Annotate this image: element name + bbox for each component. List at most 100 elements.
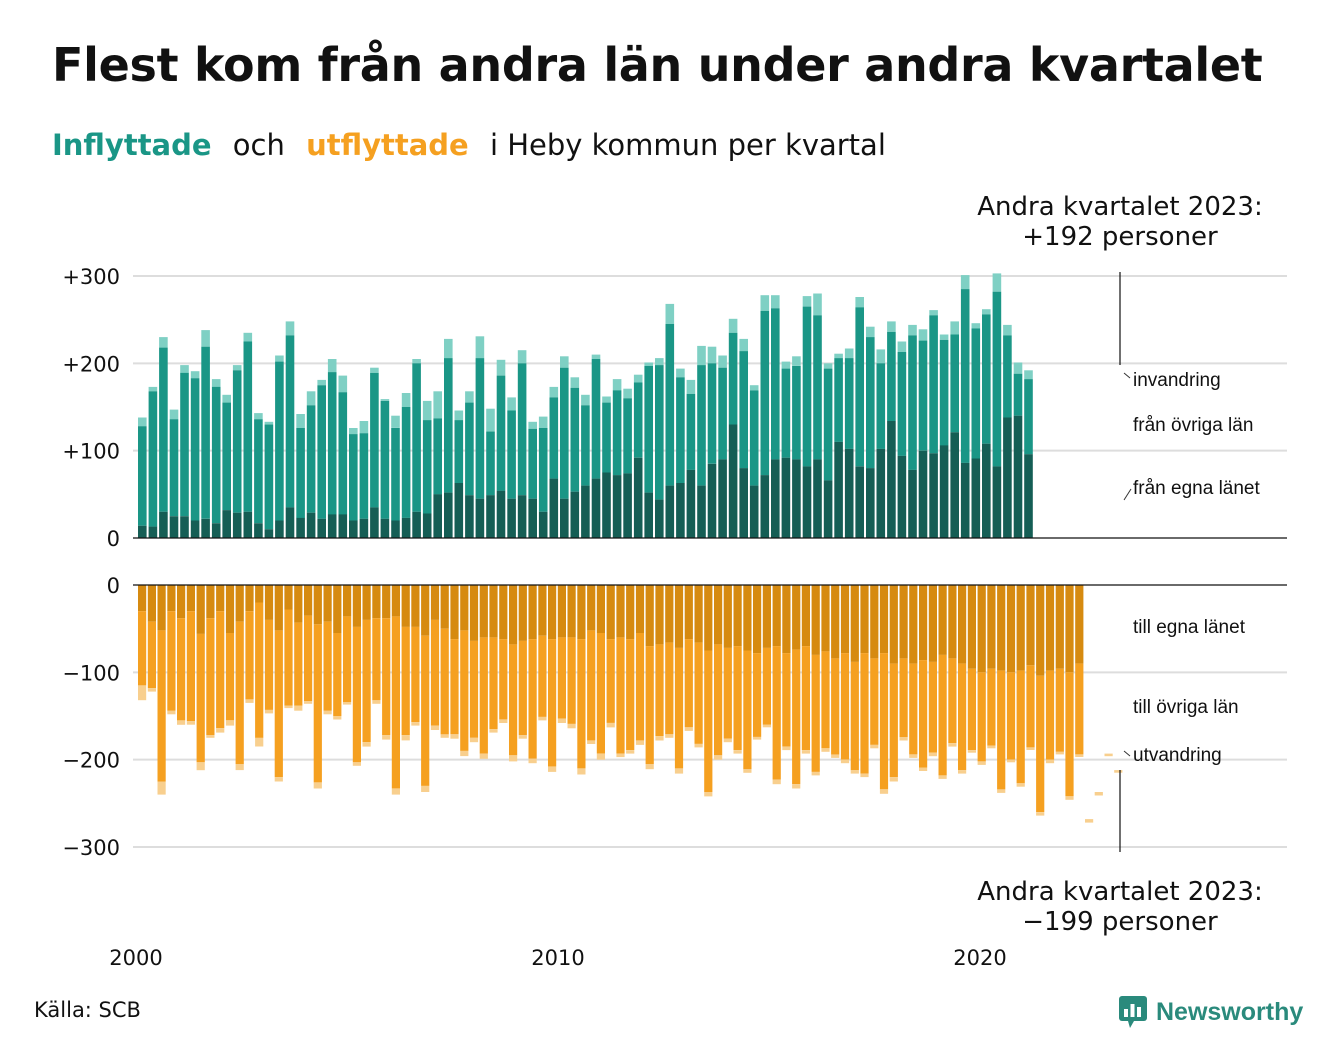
bar-out-emigration (811, 771, 820, 776)
label-from-own-county: från egna länet (1133, 478, 1260, 499)
leader-own-county (1123, 488, 1132, 501)
bar-out-own-county (401, 585, 410, 627)
bar-out-own-county (313, 585, 322, 625)
bar-in-immigration (180, 365, 189, 373)
bar-in-own-county (760, 475, 770, 538)
axes (133, 272, 1287, 852)
bar-in-other-county (823, 368, 833, 481)
bar-in-other-county (159, 347, 168, 512)
bar-out-other-county (264, 619, 274, 710)
bar-out-emigration (235, 764, 244, 771)
bar-in-immigration (232, 365, 242, 371)
bar-in-immigration (517, 350, 527, 364)
bar-in-immigration (950, 321, 959, 335)
bar-out-emigration (928, 752, 937, 757)
bar-in-own-county (960, 462, 970, 538)
bar-in-immigration (749, 385, 759, 391)
bar-in-immigration (665, 303, 675, 324)
bar-in-other-county (180, 372, 189, 517)
bar-in-immigration (317, 379, 326, 386)
bar-out-own-county (577, 585, 586, 640)
bar-out-own-county (1036, 585, 1045, 676)
bar-out-other-county (831, 658, 840, 755)
bar-out-own-county (382, 585, 391, 619)
bar-out-other-county (216, 611, 225, 729)
bar-out-other-county (674, 647, 684, 769)
bar-in-own-county (190, 520, 200, 538)
bar-in-immigration (370, 367, 379, 373)
bar-in-immigration (359, 421, 369, 434)
bar-out-other-county (626, 639, 635, 750)
bar-in-other-county (728, 332, 738, 425)
bar-in-other-county (665, 324, 675, 486)
bar-in-other-county (412, 363, 421, 512)
bar-in-immigration (982, 309, 991, 315)
bar-out-other-county (235, 621, 244, 765)
bar-in-immigration (528, 421, 537, 429)
bar-in-own-county (338, 514, 348, 538)
bar-out-other-county (225, 633, 235, 721)
bar-in-own-county (528, 498, 537, 538)
bar-out-own-county (743, 585, 752, 651)
newsworthy-icon (1119, 996, 1147, 1028)
bar-out-other-county (284, 609, 293, 706)
bar-out-emigration (157, 781, 166, 795)
bar-out-own-county (723, 585, 732, 648)
bar-out-emigration (509, 755, 518, 762)
chart-labels: +300 +200 +100 0 0 −100 −200 −300 2000 2010 2020 An… (62, 192, 1262, 970)
bar-in-other-county (1013, 373, 1023, 416)
bar-in-immigration (570, 377, 580, 388)
bar-out-other-county (548, 639, 557, 767)
bar-out-other-county (469, 640, 479, 738)
bar-out-emigration (1045, 759, 1055, 764)
bar-out-other-county (479, 637, 488, 754)
bar-in-immigration (718, 355, 727, 368)
bar-out-other-county (596, 633, 605, 754)
bar-out-other-county (382, 618, 391, 736)
bar-out-emigration (850, 770, 859, 774)
y-tick-label-bottom: −300 (62, 836, 120, 860)
bar-out-other-county (977, 672, 986, 762)
bar-out-other-county (606, 639, 615, 723)
bar-in-other-county (475, 358, 485, 499)
y-tick-label-top: +300 (62, 265, 120, 289)
bar-out-own-county (274, 585, 283, 631)
bar-in-own-county (1013, 415, 1023, 538)
bar-out-other-county (928, 661, 937, 753)
bar-in-immigration (496, 359, 506, 376)
bar-in-immigration (992, 273, 1002, 292)
bar-out-own-county (997, 585, 1006, 671)
bar-out-own-county (206, 585, 215, 619)
bar-out-other-county (391, 616, 400, 789)
bar-out-emigration (1065, 796, 1074, 800)
bar-in-immigration (169, 409, 179, 420)
brand-name: Newsworthy (1156, 997, 1304, 1026)
bar-in-immigration (549, 386, 559, 398)
bar-in-immigration (254, 413, 263, 420)
bar-in-other-county (264, 424, 274, 530)
bar-out-other-county (430, 619, 440, 726)
bar-in-own-county (148, 526, 158, 538)
bar-in-other-county (138, 426, 147, 526)
bar-out-emigration (587, 740, 596, 744)
bar-out-own-county (938, 585, 947, 655)
bar-in-immigration (211, 379, 221, 387)
bar-in-own-county (591, 478, 601, 538)
bar-in-own-county (306, 512, 316, 538)
bar-out-other-county (850, 661, 859, 771)
y-tick-label-bottom: −100 (62, 661, 120, 685)
bar-out-own-county (753, 585, 762, 654)
bar-out-other-county (245, 611, 254, 700)
bar-in-own-county (633, 457, 643, 538)
bar-out-emigration (489, 729, 498, 733)
bar-out-other-county (557, 637, 566, 719)
subtitle-rest: i Heby kommun per kvartal (489, 128, 886, 162)
bar-out-other-county (489, 637, 498, 730)
bar-in-own-county (602, 472, 611, 538)
bar-out-emigration (304, 701, 313, 704)
bar-out-other-county (919, 660, 928, 768)
bar-out-emigration (186, 721, 195, 725)
bar-in-other-county (887, 331, 896, 421)
bar-out-emigration (831, 754, 840, 758)
bar-in-own-county (138, 525, 147, 538)
